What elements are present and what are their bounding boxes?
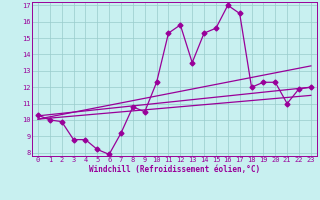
X-axis label: Windchill (Refroidissement éolien,°C): Windchill (Refroidissement éolien,°C) (89, 165, 260, 174)
